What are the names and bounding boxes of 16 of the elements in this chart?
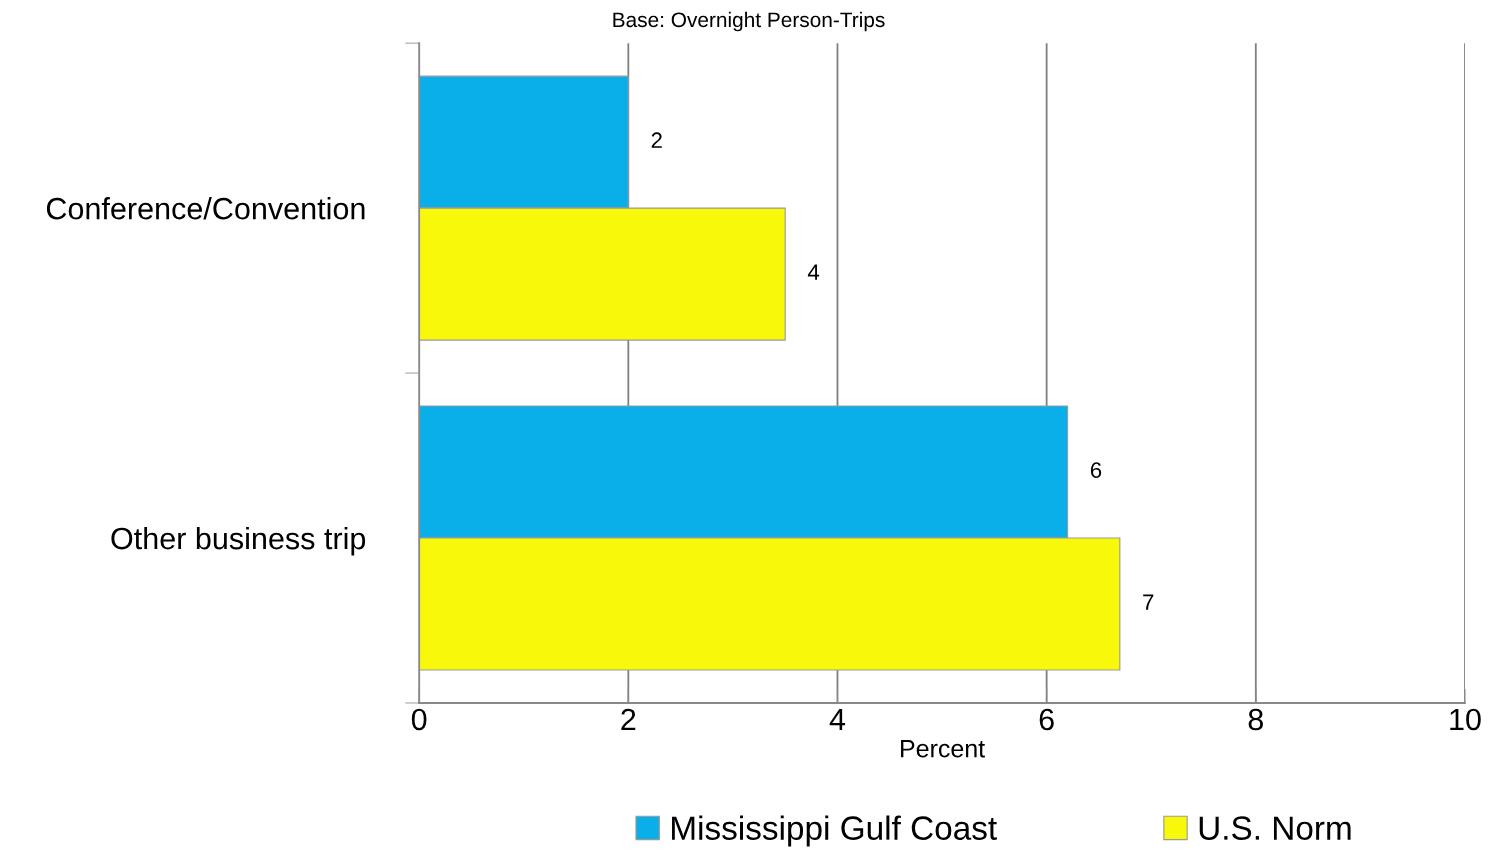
x-tick-label: 2 [621, 708, 636, 730]
legend-label: Mississippi Gulf Coast [672, 815, 997, 847]
x-tick-label: 6 [1039, 708, 1054, 731]
data-label: 6 [1090, 462, 1102, 479]
data-label: 2 [651, 132, 662, 148]
x-tick-label: 0 [411, 708, 427, 731]
chart-title: Base: Overnight Person-Trips [613, 11, 885, 32]
legend-label: U.S. Norm [1199, 816, 1351, 840]
data-label: 4 [807, 264, 820, 280]
x-tick-label: 4 [829, 708, 846, 730]
data-label: 7 [1143, 594, 1154, 610]
y-tick-label: Other business trip [111, 526, 366, 556]
x-tick-label: 8 [1248, 708, 1263, 731]
x-tick-label: 10 [1450, 708, 1481, 731]
y-tick-label: Conference/Convention [46, 197, 365, 220]
x-axis-title: Percent [901, 740, 985, 758]
